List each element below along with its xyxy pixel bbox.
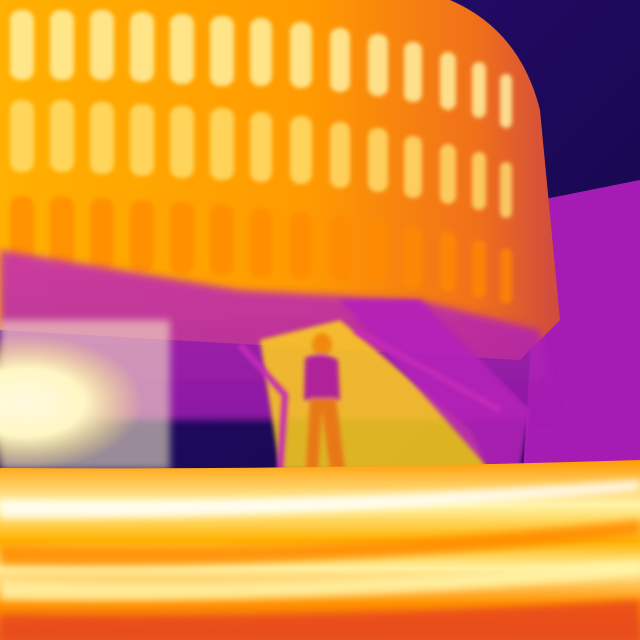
railings [237,327,502,471]
person-silhouette [304,333,345,470]
pavement-bands [0,480,640,640]
facade-windows [10,10,512,304]
railing-right [340,300,530,470]
